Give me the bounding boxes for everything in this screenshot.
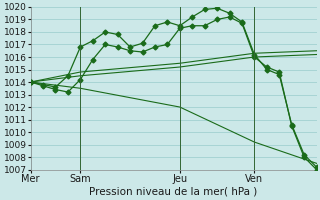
X-axis label: Pression niveau de la mer( hPa ): Pression niveau de la mer( hPa ) [90, 187, 258, 197]
